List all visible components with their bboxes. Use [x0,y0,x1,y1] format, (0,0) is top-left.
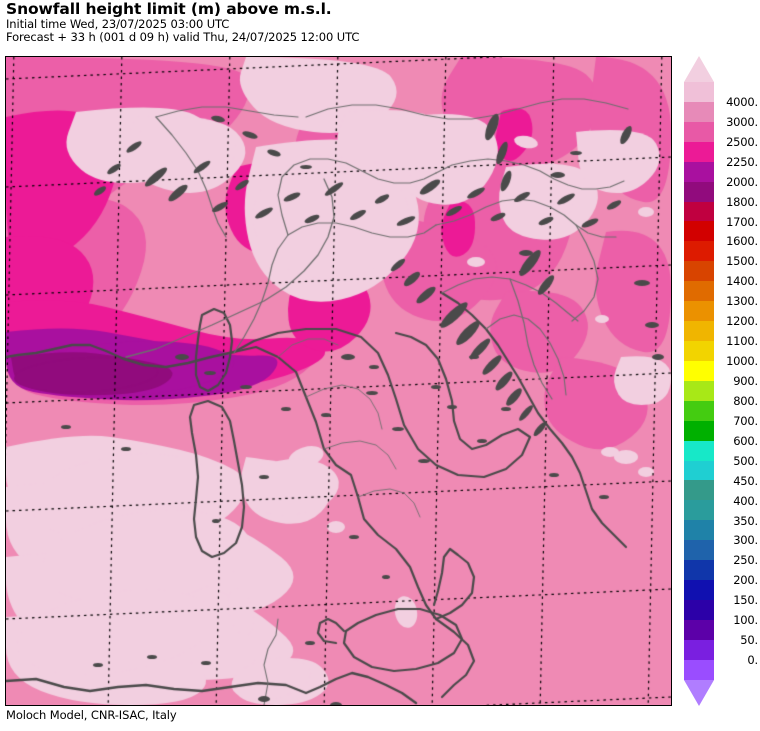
colorbar-segment [684,301,714,322]
colorbar-segment [684,580,714,600]
initial-time-text: Initial time Wed, 23/07/2025 03:00 UTC [6,17,230,31]
colorbar-tick-label: 3000. [726,114,758,129]
colorbar-segment [684,520,714,541]
map-graticule-layer [6,57,671,705]
colorbar-tick-label: 700. [733,413,758,428]
chart-header: Snowfall height limit (m) above m.s.l. I… [6,0,626,44]
colorbar-tick-label: 1300. [726,294,758,309]
colorbar-segment [684,500,714,521]
colorbar-segments [684,82,714,680]
colorbar-tick-label: 2500. [726,134,758,149]
colorbar-tick-label: 1700. [726,214,758,229]
colorbar-tick-label: 350. [733,513,758,528]
colorbar-segment [684,460,714,481]
colorbar-tick-label: 2250. [726,154,758,169]
colorbar-segment [684,420,714,441]
colorbar-tick-label: 450. [733,473,758,488]
colorbar-segment [684,360,714,381]
colorbar-tick-label: 1200. [726,314,758,329]
colorbar-segment [684,82,714,102]
colorbar-tick-label: 250. [733,553,758,568]
colorbar-segment [684,540,714,561]
colorbar-segment [684,380,714,401]
colorbar-segment [684,201,714,222]
colorbar-tick-label: 600. [733,433,758,448]
colorbar-segment [684,261,714,282]
colorbar-segment [684,281,714,302]
colorbar-segment [684,560,714,581]
colorbar-segment [684,241,714,262]
colorbar-segment [684,101,714,122]
forecast-time-text: Forecast + 33 h (001 d 09 h) valid Thu, … [6,30,360,44]
colorbar-segment [684,321,714,341]
colorbar [684,56,714,706]
colorbar-segment [684,161,714,182]
colorbar-segment [684,181,714,202]
colorbar-segment [684,639,714,660]
colorbar-segment [684,480,714,501]
colorbar-over-arrow [684,56,714,82]
colorbar-tick-label: 1000. [726,354,758,369]
colorbar-tick-label: 100. [733,613,758,628]
colorbar-tick-label: 0. [747,653,758,668]
colorbar-tick-label: 900. [733,374,758,388]
colorbar-tick-label: 800. [733,393,758,408]
colorbar-segment [684,440,714,461]
colorbar-segment [684,619,714,640]
colorbar-tick-label: 150. [733,593,758,608]
colorbar-tick-label: 2000. [726,174,758,189]
colorbar-tick-label: 1100. [726,334,758,349]
colorbar-tick-label: 50. [740,633,758,648]
colorbar-under-arrow [684,680,714,706]
colorbar-segment [684,121,714,142]
page-title: Snowfall height limit (m) above m.s.l. [6,0,332,18]
colorbar-segment [684,340,714,361]
attribution-text: Moloch Model, CNR-ISAC, Italy [6,708,177,722]
colorbar-tick-label: 300. [733,533,758,548]
colorbar-labels: 4000. 3000. 2500. 2250. 2000. 1800. 1700. 1600.… [722,56,760,706]
colorbar-segment [684,141,714,162]
colorbar-segment [684,221,714,242]
colorbar-tick-label: 1500. [726,254,758,269]
colorbar-tick-label: 200. [733,573,758,588]
colorbar-segment [684,599,714,620]
colorbar-tick-label: 4000. [726,94,758,109]
colorbar-segment [684,659,714,680]
colorbar-tick-label: 1800. [726,194,758,209]
colorbar-segment [684,400,714,421]
colorbar-tick-label: 500. [733,453,758,468]
colorbar-tick-label: 400. [733,493,758,508]
colorbar-tick-label: 1600. [726,234,758,249]
weather-map[interactable] [5,56,672,706]
colorbar-tick-label: 1400. [726,274,758,289]
